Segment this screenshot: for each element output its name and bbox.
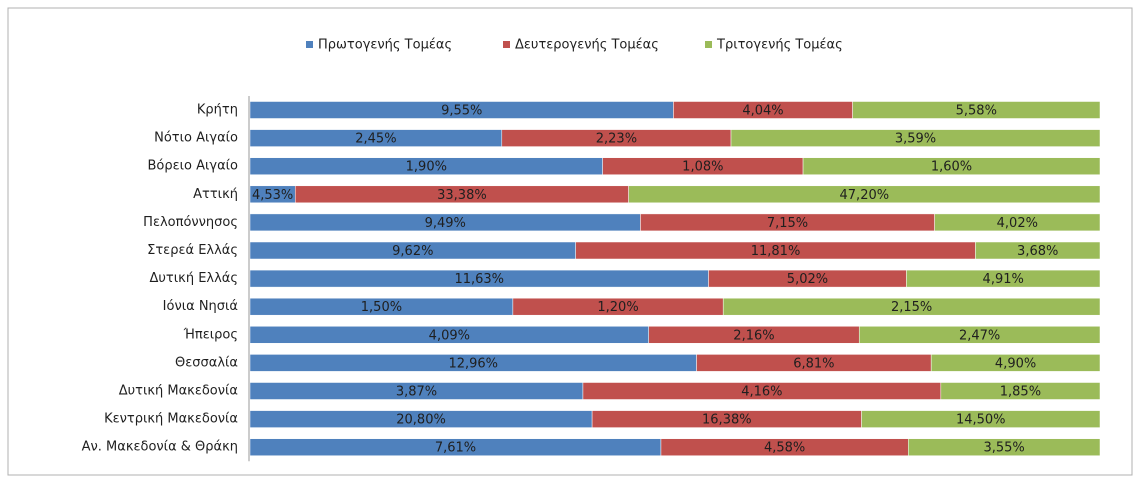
bar-segment xyxy=(940,382,1101,400)
bar-segment xyxy=(908,438,1101,456)
bar-segment xyxy=(861,410,1101,428)
data-label: 11,81% xyxy=(751,244,801,259)
data-label: 1,20% xyxy=(597,300,638,315)
data-label: 3,87% xyxy=(396,385,437,400)
data-label: 4,91% xyxy=(983,272,1024,287)
data-label: 11,63% xyxy=(454,272,504,287)
data-label: 5,58% xyxy=(956,104,997,119)
legend-label: Τριτογενής Τομέας xyxy=(716,38,843,53)
y-tick-label: Θεσσαλία xyxy=(175,355,238,370)
data-label: 1,60% xyxy=(931,160,972,175)
y-tick-label: Αν. Μακεδονία & Θράκη xyxy=(82,440,238,455)
data-label: 33,38% xyxy=(437,188,487,203)
y-tick-label: Αττική xyxy=(193,187,238,202)
data-label: 4,58% xyxy=(764,441,805,456)
data-label: 4,90% xyxy=(995,356,1036,371)
data-label: 9,62% xyxy=(392,244,433,259)
bar-segment xyxy=(858,326,1101,344)
data-label: 2,45% xyxy=(355,132,396,147)
data-label: 20,80% xyxy=(396,413,446,428)
data-label: 12,96% xyxy=(448,356,498,371)
y-tick-label: Κρήτη xyxy=(197,103,238,118)
data-label: 2,15% xyxy=(891,300,932,315)
y-tick-label: Κεντρική Μακεδονία xyxy=(104,412,238,427)
y-tick-label: Πελοπόννησος xyxy=(143,215,238,230)
legend-swatch xyxy=(503,41,510,48)
data-label: 47,20% xyxy=(840,188,890,203)
legend-label: Πρωτογενής Τομέας xyxy=(318,38,452,53)
data-label: 9,49% xyxy=(425,216,466,231)
data-label: 4,02% xyxy=(997,216,1038,231)
bar-segment xyxy=(722,297,1101,316)
bar-segment xyxy=(852,101,1101,119)
y-tick-label: Δυτική Ελλάς xyxy=(150,271,238,286)
data-label: 5,02% xyxy=(787,272,828,287)
data-label: 1,90% xyxy=(406,160,447,175)
bar-segment xyxy=(906,269,1101,288)
y-tick-label: Ήπειρος xyxy=(183,327,238,342)
data-label: 14,50% xyxy=(956,413,1006,428)
data-label: 9,55% xyxy=(441,104,482,119)
data-label: 2,23% xyxy=(596,132,637,147)
bar-segment xyxy=(730,129,1101,147)
y-tick-label: Βόρειο Αιγαίο xyxy=(147,159,238,174)
data-label: 4,09% xyxy=(429,328,470,343)
data-label: 3,59% xyxy=(895,132,936,147)
data-label: 4,16% xyxy=(741,385,782,400)
bar-segment xyxy=(802,157,1101,175)
legend-swatch xyxy=(306,41,313,48)
data-label: 3,55% xyxy=(983,441,1024,456)
data-label: 16,38% xyxy=(702,413,752,428)
legend-swatch xyxy=(705,41,712,48)
data-label: 3,68% xyxy=(1017,244,1058,259)
y-tick-label: Δυτική Μακεδονία xyxy=(119,384,238,399)
data-label: 1,08% xyxy=(682,160,723,175)
bar-segment xyxy=(930,354,1101,372)
data-label: 1,85% xyxy=(1000,385,1041,400)
data-label: 7,15% xyxy=(767,216,808,231)
bar-segment xyxy=(934,213,1101,232)
data-label: 1,50% xyxy=(361,300,402,315)
y-tick-label: Ιόνια Νησιά xyxy=(163,299,238,314)
bar-segment xyxy=(628,185,1101,204)
data-label: 4,53% xyxy=(252,188,293,203)
data-label: 2,47% xyxy=(959,328,1000,343)
chart-frame xyxy=(7,7,1133,476)
data-label: 7,61% xyxy=(435,441,476,456)
legend-label: Δευτερογενής Τομέας xyxy=(515,38,659,53)
data-label: 2,16% xyxy=(733,328,774,343)
data-label: 6,81% xyxy=(793,356,834,371)
y-tick-label: Νότιο Αιγαίο xyxy=(154,131,238,146)
y-tick-label: Στερεά Ελλάς xyxy=(147,243,238,258)
bar-segment xyxy=(975,241,1101,260)
data-label: 4,04% xyxy=(742,104,783,119)
